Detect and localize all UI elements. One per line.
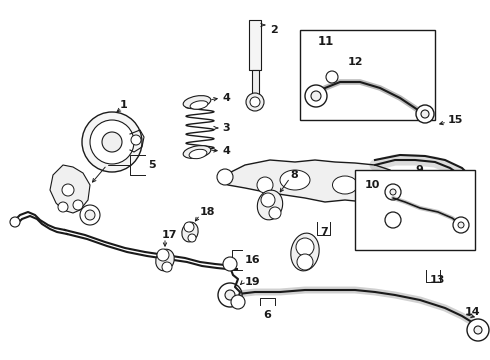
Circle shape xyxy=(326,71,338,83)
Circle shape xyxy=(261,193,275,207)
Circle shape xyxy=(58,202,68,212)
Text: 13: 13 xyxy=(430,275,445,285)
Circle shape xyxy=(296,238,314,256)
Circle shape xyxy=(383,181,397,195)
Text: 19: 19 xyxy=(245,277,261,287)
Polygon shape xyxy=(251,70,259,95)
Circle shape xyxy=(217,169,233,185)
Circle shape xyxy=(311,91,321,101)
Ellipse shape xyxy=(257,190,283,220)
Circle shape xyxy=(85,210,95,220)
Circle shape xyxy=(184,222,194,232)
Text: 12: 12 xyxy=(348,57,364,67)
Circle shape xyxy=(225,290,235,300)
Circle shape xyxy=(474,326,482,334)
Ellipse shape xyxy=(333,176,358,194)
Circle shape xyxy=(385,184,401,200)
Text: 11: 11 xyxy=(318,35,334,48)
Ellipse shape xyxy=(183,145,211,158)
Circle shape xyxy=(453,217,469,233)
Circle shape xyxy=(257,177,273,193)
Text: 10: 10 xyxy=(365,180,380,190)
Circle shape xyxy=(231,295,245,309)
Circle shape xyxy=(393,178,407,192)
Circle shape xyxy=(458,222,464,228)
Circle shape xyxy=(305,85,327,107)
Ellipse shape xyxy=(183,96,211,108)
Ellipse shape xyxy=(189,149,207,159)
Text: 14: 14 xyxy=(465,307,481,317)
Circle shape xyxy=(162,262,172,272)
Circle shape xyxy=(10,217,20,227)
Polygon shape xyxy=(249,20,261,70)
Text: 6: 6 xyxy=(263,310,271,320)
Circle shape xyxy=(131,135,141,145)
Text: 16: 16 xyxy=(245,255,261,265)
Text: 2: 2 xyxy=(270,25,278,35)
Circle shape xyxy=(102,132,122,152)
Circle shape xyxy=(390,189,396,195)
Circle shape xyxy=(90,120,134,164)
Circle shape xyxy=(416,105,434,123)
Circle shape xyxy=(82,112,142,172)
Circle shape xyxy=(467,319,489,341)
Circle shape xyxy=(223,257,237,271)
Circle shape xyxy=(188,234,196,242)
Circle shape xyxy=(218,283,242,307)
Text: 15: 15 xyxy=(448,115,464,125)
Circle shape xyxy=(297,254,313,270)
Text: 7: 7 xyxy=(320,227,328,237)
Ellipse shape xyxy=(291,233,319,271)
Text: 17: 17 xyxy=(162,230,177,240)
Circle shape xyxy=(250,97,260,107)
Circle shape xyxy=(421,110,429,118)
Circle shape xyxy=(385,212,401,228)
Circle shape xyxy=(269,207,281,219)
Polygon shape xyxy=(50,165,90,213)
Circle shape xyxy=(157,249,169,261)
Text: 9: 9 xyxy=(415,165,423,175)
Text: 18: 18 xyxy=(200,207,216,217)
Text: 8: 8 xyxy=(290,170,298,180)
Ellipse shape xyxy=(182,222,198,242)
Text: 5: 5 xyxy=(148,160,156,170)
Circle shape xyxy=(73,200,83,210)
Text: 4: 4 xyxy=(222,93,230,103)
Text: 4: 4 xyxy=(222,146,230,156)
Text: 1: 1 xyxy=(120,100,128,110)
Ellipse shape xyxy=(156,249,174,271)
Text: 3: 3 xyxy=(222,123,230,133)
Circle shape xyxy=(246,93,264,111)
Polygon shape xyxy=(220,160,400,202)
Ellipse shape xyxy=(280,170,310,190)
Ellipse shape xyxy=(190,101,208,109)
Circle shape xyxy=(80,205,100,225)
Bar xyxy=(355,170,475,250)
Circle shape xyxy=(62,184,74,196)
Bar xyxy=(300,30,435,120)
